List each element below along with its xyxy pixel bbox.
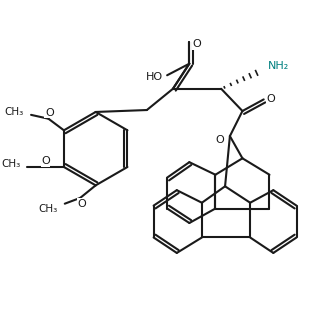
Text: CH₃: CH₃ — [1, 159, 21, 169]
Text: HO: HO — [146, 72, 163, 82]
Text: O: O — [193, 39, 202, 49]
Text: O: O — [266, 95, 275, 105]
Text: CH₃: CH₃ — [39, 203, 58, 213]
Text: O: O — [78, 199, 86, 209]
Text: O: O — [45, 108, 54, 118]
Text: CH₃: CH₃ — [4, 107, 23, 117]
Text: NH₂: NH₂ — [267, 60, 289, 70]
Text: O: O — [216, 135, 225, 145]
Text: O: O — [41, 156, 50, 166]
